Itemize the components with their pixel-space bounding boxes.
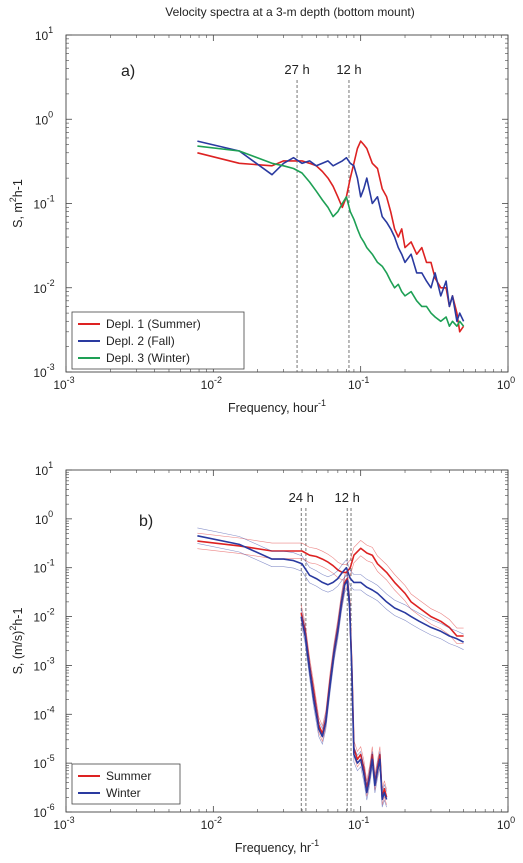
x-tick-label: 10-1: [348, 815, 369, 832]
y-tick-label: 10-1: [33, 194, 54, 212]
series-line: [197, 535, 464, 643]
y-tick-label: 10-6: [33, 802, 54, 820]
confidence-line: [197, 532, 464, 629]
series-line: [197, 145, 465, 328]
series-layer: [197, 527, 464, 808]
y-tick-label: 10-2: [33, 607, 54, 625]
y-tick-label: 101: [35, 460, 53, 478]
series-line: [197, 140, 465, 323]
legend-entry: Depl. 2 (Fall): [106, 334, 175, 348]
period-marker-label: 24 h: [289, 490, 314, 505]
x-tick-label: 100: [497, 375, 515, 392]
y-tick-label: 100: [35, 509, 53, 527]
x-tick-label: 10-2: [201, 375, 222, 392]
panel-a: 10-3 10-2 10-1 100 10-3 10-2 10-1 100 101 Frequen…: [8, 25, 515, 415]
x-tick-label: 10-2: [201, 815, 222, 832]
y-tick-label: 10-4: [33, 704, 54, 722]
series-line: [197, 540, 464, 637]
legend-entry: Winter: [106, 786, 141, 800]
y-tick-label: 10-1: [33, 558, 54, 576]
series-line: [197, 140, 465, 333]
confidence-line: [300, 571, 387, 792]
legend-entry: Depl. 3 (Winter): [106, 351, 190, 365]
y-tick-label: 10-3: [33, 655, 54, 673]
x-tick-label: 10-3: [53, 375, 74, 392]
series-layer: [197, 140, 465, 333]
minor-ticks: [66, 470, 508, 812]
confidence-line: [197, 548, 464, 644]
period-marker-label: 27 h: [284, 62, 309, 77]
x-tick-label: 10-3: [53, 815, 74, 832]
x-axis-label: Frequency, hr-1: [235, 838, 319, 855]
y-tick-label: 100: [35, 109, 53, 127]
panel-label: b): [139, 513, 153, 530]
y-tick-label: 101: [35, 25, 53, 43]
period-marker-label: 12 h: [335, 490, 360, 505]
confidence-line: [300, 569, 387, 790]
y-tick-label: 10-2: [33, 278, 54, 296]
x-axis-label: Frequency, hour-1: [228, 398, 326, 415]
figure-title: Velocity spectra at a 3-m depth (bottom …: [165, 5, 414, 19]
legend: Summer Winter: [71, 763, 181, 805]
y-tick-label: 10-3: [33, 362, 54, 380]
x-tick-label: 10-1: [348, 375, 369, 392]
legend-box: [71, 763, 181, 805]
minor-ticks: [66, 35, 508, 372]
y-tick-label: 10-5: [33, 753, 54, 771]
legend-box: [71, 311, 245, 370]
period-marker-label: 12 h: [336, 62, 361, 77]
panel-label: a): [121, 63, 135, 80]
confidence-line: [197, 527, 464, 635]
confidence-line: [197, 543, 464, 650]
y-axis-label: S, (m/s)2h-1: [8, 608, 25, 675]
panel-b: 10-3 10-2 10-1 100 10-6 10-5 10-4 10-3 10-2 10-1 1…: [8, 460, 515, 855]
y-axis-label: S, m2h-1: [8, 179, 25, 228]
legend: Depl. 1 (Summer) Depl. 2 (Fall) Depl. 3 (W…: [71, 311, 245, 370]
series-line: [300, 579, 388, 801]
x-tick-label: 100: [497, 815, 515, 832]
plot-frame: [65, 469, 509, 813]
legend-entry: Summer: [106, 769, 151, 783]
legend-entry: Depl. 1 (Summer): [106, 317, 201, 331]
